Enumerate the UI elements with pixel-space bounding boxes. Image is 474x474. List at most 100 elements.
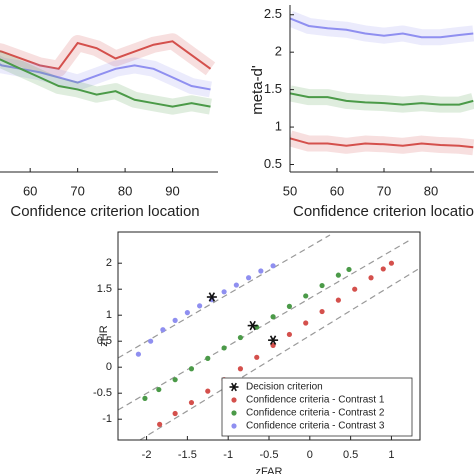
x-tick-label: -0.5 [260, 449, 279, 461]
x-tick-label: 80 [424, 183, 438, 198]
point [221, 345, 227, 351]
reference-line [117, 234, 331, 359]
point [270, 342, 276, 348]
y-tick-label: 1 [275, 119, 282, 134]
reference-lines [117, 234, 421, 441]
legend-swatch [231, 423, 237, 429]
star-marker [206, 292, 217, 302]
point [380, 266, 386, 272]
point [319, 282, 325, 289]
legend-swatch [231, 397, 237, 403]
point [148, 338, 154, 344]
series-line [0, 58, 211, 108]
y-tick-label: 1.5 [264, 81, 282, 96]
point [258, 268, 264, 274]
x-tick-label: 70 [377, 183, 391, 198]
x-tick-label: 0.5 [343, 449, 358, 461]
star-marker [268, 335, 279, 345]
point [303, 293, 309, 299]
point [197, 303, 203, 309]
point [368, 275, 374, 281]
x-tick-label: 50 [283, 183, 297, 198]
x-tick-label: 1 [388, 449, 394, 461]
x-axis-label: Confidence criterion location [10, 203, 199, 220]
x-tick-label: 70 [70, 183, 84, 198]
panel [290, 11, 474, 156]
series-line [290, 17, 474, 39]
series-line [0, 40, 212, 70]
legend-label: Confidence criteria - Contrast 1 [246, 395, 385, 406]
star-stroke [231, 382, 237, 392]
point [286, 303, 293, 309]
legend-box [221, 377, 413, 437]
star-marker [247, 320, 258, 331]
point [254, 354, 260, 360]
y-tick-label: -0.5 [93, 387, 112, 399]
x-axis-label: Confidence criterion location [293, 203, 474, 220]
point [319, 308, 325, 315]
reference-line [139, 267, 421, 441]
y-tick-label: 0 [106, 361, 112, 373]
y-tick-label: 0.5 [264, 156, 282, 171]
point [335, 272, 341, 278]
y-tick-label: 1.5 [97, 283, 112, 295]
point [221, 289, 227, 295]
x-axis-label: zFAR [256, 466, 283, 474]
point [233, 282, 239, 288]
point [184, 310, 190, 316]
point [205, 355, 211, 361]
point [286, 331, 293, 338]
point [188, 366, 195, 372]
point [346, 266, 352, 273]
point [245, 275, 252, 281]
point [335, 297, 341, 303]
point [172, 410, 178, 417]
series-line [290, 92, 474, 106]
y-tick-label: 1 [106, 309, 112, 321]
legend-swatch [231, 410, 237, 416]
point [172, 377, 178, 383]
point [388, 260, 395, 266]
point [188, 399, 195, 406]
point [142, 395, 148, 401]
x-tick-label: -1.5 [178, 449, 197, 461]
star-stroke [249, 320, 256, 331]
legend-label: Confidence criteria - Contrast 3 [246, 421, 385, 432]
y-tick-label: 0.5 [97, 335, 112, 347]
point [157, 421, 163, 427]
x-tick-label: 0 [307, 449, 313, 461]
y-tick-label: 2 [106, 257, 112, 269]
point [237, 334, 244, 341]
x-tick-label: 60 [330, 183, 344, 198]
point [172, 317, 178, 323]
point [270, 314, 276, 320]
point [160, 327, 166, 333]
star-stroke [269, 335, 277, 345]
x-tick-label: -2 [142, 449, 152, 461]
x-tick-label: 90 [165, 183, 179, 198]
point [303, 320, 309, 326]
x-tick-label: 80 [118, 183, 132, 198]
legend-label: Decision criterion [246, 382, 323, 393]
y-axis-label: meta-d' [249, 65, 266, 115]
y-tick-label: -1 [102, 413, 112, 425]
panel [135, 260, 395, 427]
point [156, 386, 162, 393]
x-tick-label: -1 [223, 449, 233, 461]
panel [0, 33, 216, 115]
point [205, 388, 211, 394]
star-marker [229, 382, 239, 392]
y-tick-label: 2.5 [264, 6, 282, 21]
x-tick-label: 60 [23, 183, 37, 198]
reference-line [117, 239, 411, 411]
point [237, 366, 244, 372]
point [352, 286, 358, 292]
point [135, 351, 142, 357]
y-tick-label: 2 [275, 44, 282, 59]
series-line [290, 137, 474, 149]
y-axis-label: zHR [98, 325, 110, 346]
star-stroke [208, 292, 216, 302]
legend-label: Confidence criteria - Contrast 2 [246, 408, 385, 419]
point [270, 263, 276, 269]
